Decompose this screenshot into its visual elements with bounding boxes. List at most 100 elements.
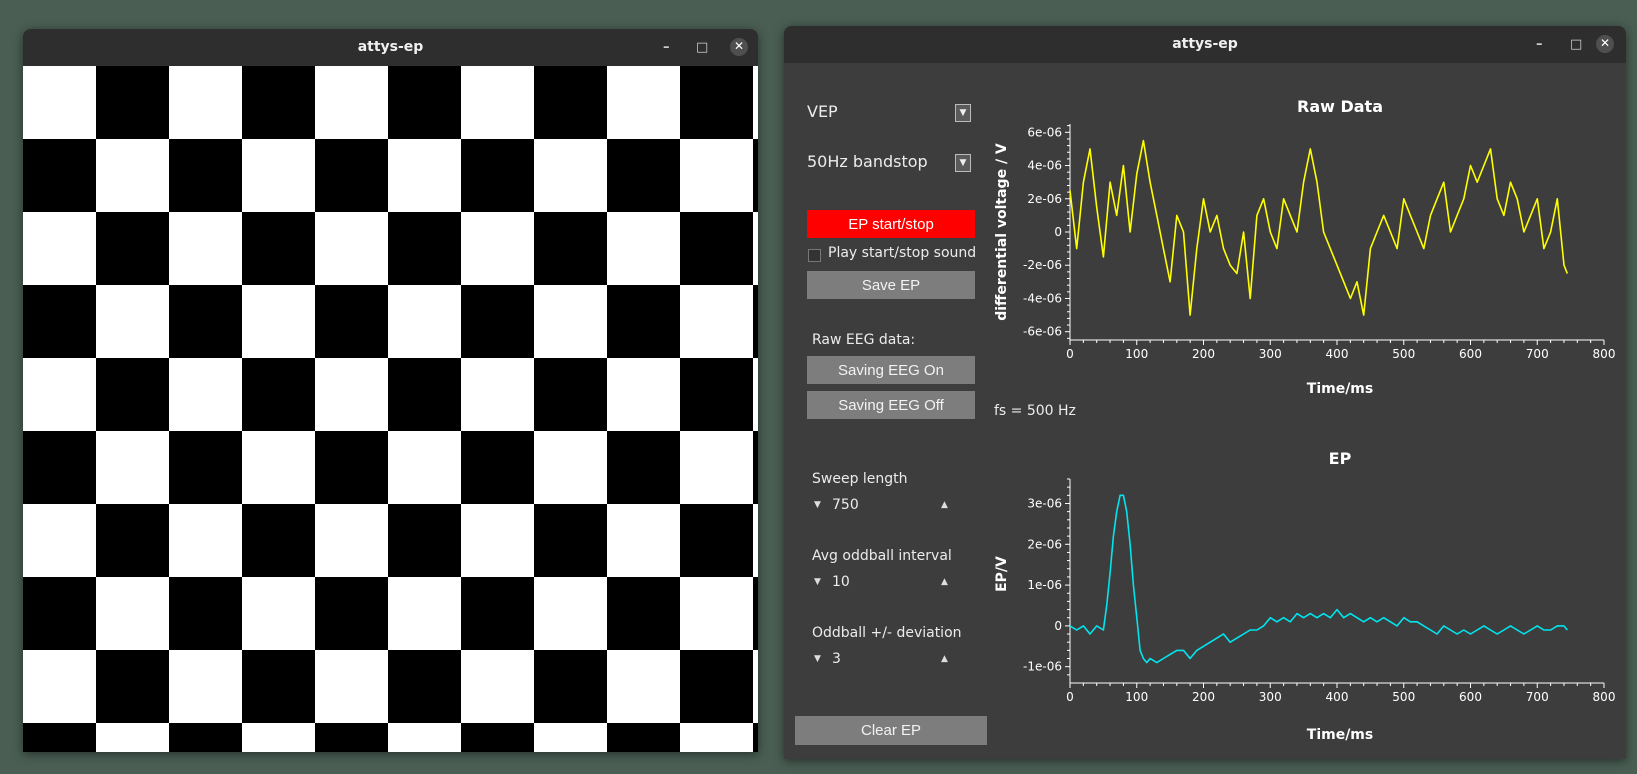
raw-y-tick-label: 6e-06 — [1027, 125, 1062, 139]
checker-square — [461, 285, 534, 358]
checker-square — [680, 139, 753, 212]
raw-eeg-label: Raw EEG data: — [812, 332, 916, 348]
checker-square — [534, 577, 607, 650]
checker-square — [96, 66, 169, 139]
checker-square — [680, 504, 753, 577]
checker-square — [753, 723, 758, 752]
checker-square — [315, 650, 388, 723]
checker-square — [315, 504, 388, 577]
checker-square — [461, 431, 534, 504]
checker-square — [461, 212, 534, 285]
oddball-deviation-value[interactable]: 3 — [832, 651, 841, 667]
minimize-icon[interactable]: – — [663, 40, 670, 55]
mode-select[interactable]: VEP — [807, 102, 838, 121]
checker-square — [315, 66, 388, 139]
raw-x-tick-label: 300 — [1259, 347, 1282, 361]
chevron-down-icon[interactable]: ▼ — [955, 104, 971, 122]
checker-square — [680, 212, 753, 285]
sampling-rate-label: fs = 500 Hz — [994, 403, 1076, 419]
checker-square — [534, 504, 607, 577]
checker-square — [461, 66, 534, 139]
ep-start-stop-button[interactable]: EP start/stop — [807, 210, 975, 238]
ep-x-tick-label: 0 — [1066, 690, 1074, 704]
decrement-icon[interactable]: ▼ — [814, 500, 821, 510]
checker-square — [607, 650, 680, 723]
checker-square — [388, 285, 461, 358]
ep-x-tick-label: 100 — [1125, 690, 1148, 704]
ep-x-tick-label: 300 — [1259, 690, 1282, 704]
raw-data-line — [1069, 139, 1569, 316]
raw-y-tick-label: 2e-06 — [1027, 192, 1062, 206]
minimize-icon[interactable]: – — [1536, 37, 1543, 52]
checker-square — [169, 212, 242, 285]
checker-square — [242, 723, 315, 752]
chevron-down-icon[interactable]: ▼ — [955, 154, 971, 172]
ep-data-line — [1069, 494, 1568, 664]
checker-square — [169, 285, 242, 358]
ep-y-tick-label: 0 — [1054, 619, 1062, 633]
checker-square — [388, 650, 461, 723]
checker-square — [461, 723, 534, 752]
checker-square — [534, 66, 607, 139]
checker-square — [753, 285, 758, 358]
raw-y-axis-label: differential voltage / V — [994, 143, 1010, 321]
checker-square — [23, 66, 96, 139]
saving-eeg-on-button[interactable]: Saving EEG On — [807, 356, 975, 384]
raw-x-tick-label: 800 — [1593, 347, 1616, 361]
increment-icon[interactable]: ▲ — [941, 500, 948, 510]
checker-square — [534, 285, 607, 358]
checker-square — [169, 577, 242, 650]
checker-square — [96, 577, 169, 650]
main-window-titlebar[interactable]: attys-ep – □ ✕ — [784, 26, 1626, 63]
sweep-length-label: Sweep length — [812, 471, 908, 487]
ep-y-axis-label: EP/V — [994, 556, 1010, 592]
checker-square — [242, 66, 315, 139]
play-sound-label: Play start/stop sound — [828, 245, 977, 261]
checker-square — [315, 212, 388, 285]
oddball-deviation-label: Oddball +/- deviation — [812, 625, 962, 641]
decrement-icon[interactable]: ▼ — [814, 654, 821, 664]
checker-square — [680, 723, 753, 752]
checker-square — [96, 504, 169, 577]
raw-x-axis-label: Time/ms — [1307, 381, 1373, 397]
checker-square — [388, 504, 461, 577]
ep-y-tick-label: 3e-06 — [1027, 496, 1062, 510]
ep-x-tick-label: 500 — [1392, 690, 1415, 704]
plots-area: 0 100 200 300 400 500 600 700 800 6e-06 4e-06 2e-06… — [994, 97, 1616, 743]
play-sound-checkbox[interactable] — [808, 249, 821, 262]
raw-y-tick-label: 4e-06 — [1027, 159, 1062, 173]
clear-ep-button[interactable]: Clear EP — [795, 716, 987, 745]
checker-square — [315, 431, 388, 504]
raw-chart-title: Raw Data — [1297, 97, 1383, 116]
saving-eeg-off-button[interactable]: Saving EEG Off — [807, 391, 975, 419]
checker-square — [607, 66, 680, 139]
checker-square — [388, 431, 461, 504]
close-icon[interactable]: ✕ — [730, 38, 748, 56]
checker-square — [680, 66, 753, 139]
increment-icon[interactable]: ▲ — [941, 654, 948, 664]
checker-square — [315, 577, 388, 650]
decrement-icon[interactable]: ▼ — [814, 577, 821, 587]
maximize-icon[interactable]: □ — [696, 40, 709, 55]
checker-square — [753, 577, 758, 650]
save-ep-button[interactable]: Save EP — [807, 271, 975, 299]
checker-square — [315, 139, 388, 212]
stimulus-window-titlebar[interactable]: attys-ep – □ ✕ — [23, 29, 758, 66]
checker-square — [169, 358, 242, 431]
checker-square — [534, 139, 607, 212]
avg-oddball-value[interactable]: 10 — [832, 574, 850, 590]
ep-x-tick-label: 800 — [1593, 690, 1616, 704]
increment-icon[interactable]: ▲ — [941, 577, 948, 587]
close-icon[interactable]: ✕ — [1596, 35, 1614, 53]
raw-x-tick-label: 200 — [1192, 347, 1215, 361]
ep-y-tick-label: -1e-06 — [1023, 660, 1062, 674]
checker-square — [461, 358, 534, 431]
sweep-length-value[interactable]: 750 — [832, 497, 859, 513]
filter-select[interactable]: 50Hz bandstop — [807, 152, 928, 171]
checker-square — [23, 723, 96, 752]
checker-square — [753, 650, 758, 723]
raw-x-tick-label: 100 — [1125, 347, 1148, 361]
maximize-icon[interactable]: □ — [1570, 37, 1583, 52]
checker-square — [23, 650, 96, 723]
checker-square — [680, 431, 753, 504]
